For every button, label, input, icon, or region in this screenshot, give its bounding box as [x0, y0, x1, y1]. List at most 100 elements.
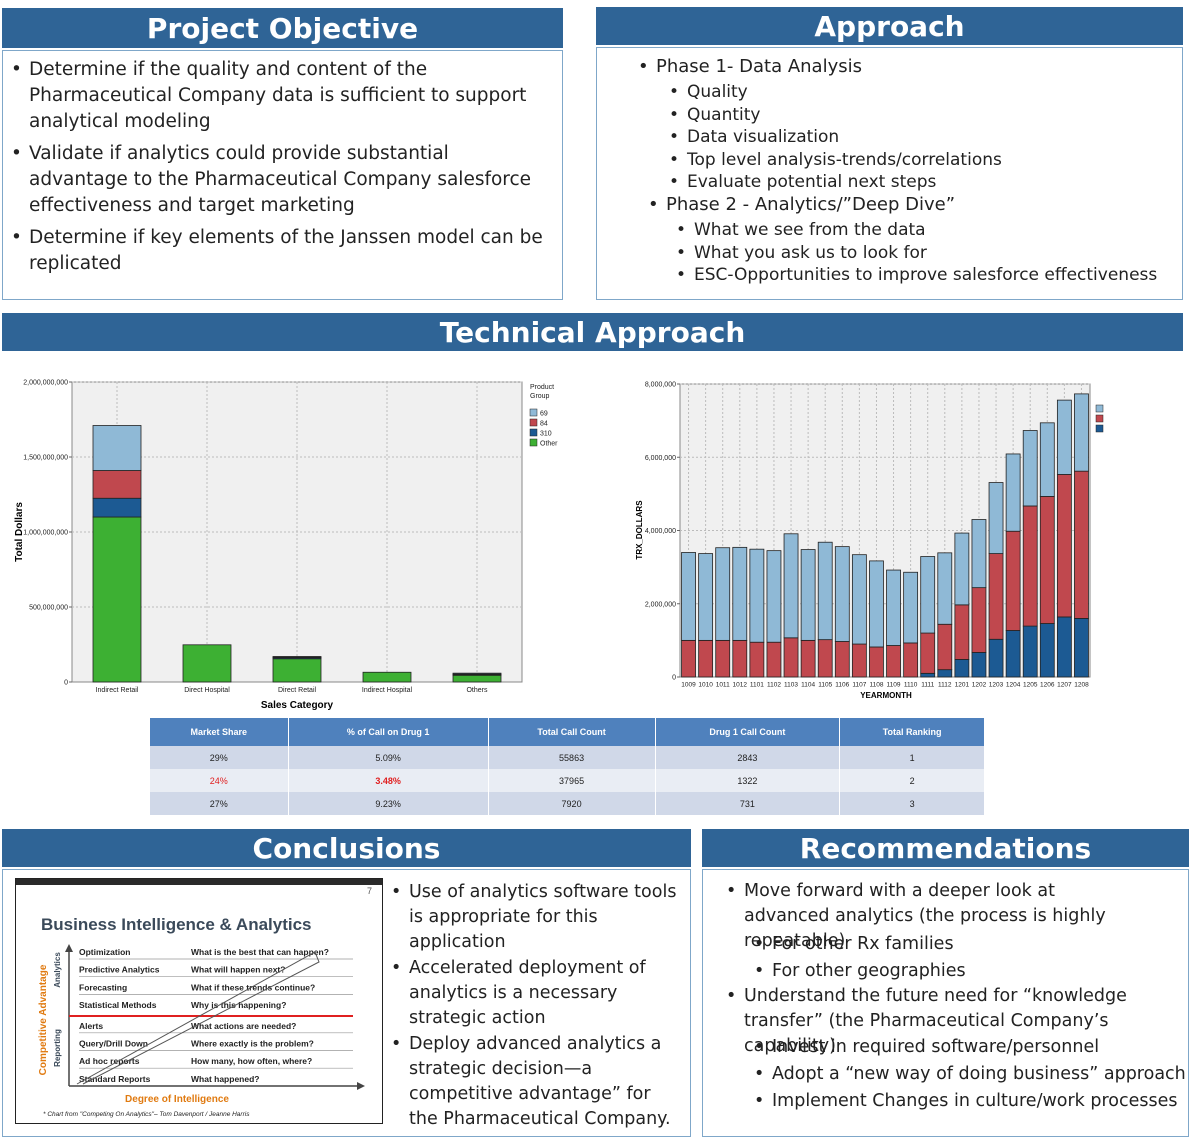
x-tick-label: 1108 — [869, 682, 883, 689]
bar-segment — [1074, 393, 1089, 472]
bar-segment — [903, 571, 919, 644]
table-cell: 1 — [839, 746, 985, 769]
bar-segment — [92, 425, 142, 471]
bar-segment — [920, 632, 936, 674]
bar-segment — [766, 550, 782, 643]
bar-segment — [886, 645, 901, 678]
bi-row-label: Predictive Analytics — [79, 965, 160, 975]
legend-swatch — [529, 428, 538, 437]
bar-segment — [988, 638, 1004, 678]
bar-segment — [681, 552, 696, 641]
legend-swatch — [1095, 424, 1104, 433]
phase2-item: What you ask us to look for — [676, 242, 1157, 265]
bi-y-reporting-label: Reporting — [53, 1029, 62, 1067]
bar-segment — [903, 642, 919, 678]
sales-category-chart: 0 500,000,000 1,000,000,000 1,500,000,000 2,… — [14, 380, 558, 711]
trx-dollars-chart: 0 2,000,000 4,000,000 6,000,000 8,000,000 10… — [635, 382, 1104, 700]
bi-slide-page-number: 7 — [367, 886, 372, 896]
bi-y-analytics-label: Analytics — [53, 952, 62, 988]
x-tick-label: 1011 — [716, 682, 730, 689]
x-tick-label: 1110 — [904, 682, 918, 689]
table-cell: 29% — [150, 746, 289, 769]
legend-entry: 69 — [540, 411, 548, 418]
project-objective-header: Project Objective — [2, 8, 563, 48]
bar-segment — [1039, 422, 1055, 497]
legend-entry: 84 — [540, 421, 548, 428]
x-tick-label: 1103 — [784, 682, 798, 689]
recommendation-subitem: Invest in required software/personnel — [754, 1034, 1186, 1061]
approach-phase2: Phase 2 - Analytics/”Deep Dive” — [648, 194, 955, 215]
x-tick-label: 1106 — [835, 682, 849, 689]
bar-segment — [362, 671, 412, 683]
technical-approach-header: Technical Approach — [2, 313, 1183, 351]
table-cell: 2 — [839, 769, 985, 792]
bi-row-question: How many, how often, where? — [191, 1056, 312, 1066]
chart1-xlabel: Sales Category — [261, 700, 334, 710]
phase1-item: Data visualization — [669, 126, 1002, 149]
x-tick-label: Indirect Hospital — [362, 687, 413, 694]
bar-segment — [681, 639, 696, 678]
approach-phase1: Phase 1- Data Analysis — [638, 56, 862, 77]
conclusions-box: 7 Business Intelligence & Analytics Opti… — [2, 869, 691, 1137]
x-tick-label: 1105 — [818, 682, 832, 689]
bar-segment — [715, 547, 731, 641]
bi-row-label: Query/Drill Down — [79, 1039, 148, 1049]
bar-segment — [937, 669, 953, 678]
table-header-cell: Drug 1 Call Count — [655, 718, 841, 746]
bi-row-question: What if these trends continue? — [191, 982, 315, 992]
bar-segment — [272, 656, 322, 658]
bi-row-question: What happened? — [191, 1074, 259, 1084]
table-cell: 1322 — [655, 769, 841, 792]
bar-segment — [869, 646, 884, 678]
approach-header: Approach — [596, 7, 1183, 45]
bar-segment — [452, 674, 502, 683]
bar-segment — [92, 470, 142, 499]
table-cell: 3.48% — [288, 769, 489, 792]
x-tick-label: 1208 — [1074, 682, 1089, 689]
table-row: 24% 3.48% 37965 1322 2 — [150, 769, 985, 792]
bar-segment — [988, 482, 1004, 554]
x-tick-label: 1202 — [972, 682, 987, 689]
conclusion-bullet: Deploy advanced analytics a strategic de… — [391, 1032, 681, 1132]
table-cell: 27% — [150, 792, 289, 815]
bar-segment — [954, 659, 970, 678]
objective-bullet: Determine if the quality and content of … — [11, 57, 552, 135]
legend-entry: Other — [540, 441, 558, 448]
x-tick-label: 1104 — [801, 682, 815, 689]
bar-segment — [1022, 505, 1038, 627]
table-cell: 55863 — [488, 746, 656, 769]
bi-row-question: What will happen next? — [191, 965, 285, 975]
bar-segment — [92, 497, 142, 518]
bar-segment — [182, 644, 232, 683]
table-cell: 9.23% — [288, 792, 489, 815]
bi-row-label: Optimization — [79, 947, 130, 957]
y-tick-label: 0 — [672, 675, 676, 682]
bar-segment — [766, 641, 782, 678]
bar-segment — [732, 639, 748, 678]
bar-segment — [749, 641, 765, 678]
bar-segment — [851, 554, 867, 645]
bar-segment — [954, 532, 970, 606]
chart1-ylabel: Total Dollars — [14, 502, 25, 562]
table-header-cell: Total Ranking — [839, 718, 985, 746]
bi-slide-title: Business Intelligence & Analytics — [41, 915, 312, 934]
bi-row-label: Forecasting — [79, 982, 127, 992]
x-tick-label: 1203 — [989, 682, 1004, 689]
recommendations-box: Move forward with a deeper look at advan… — [702, 869, 1189, 1137]
bi-row-question: What is the best that can happen? — [191, 947, 329, 957]
project-objective-box: Determine if the quality and content of … — [2, 50, 563, 300]
bar-segment — [783, 637, 799, 678]
phase1-item: Quantity — [669, 104, 1002, 127]
y-tick-label: 500,000,000 — [29, 605, 68, 612]
x-tick-label: 1101 — [750, 682, 764, 689]
bar-segment — [800, 549, 816, 641]
bi-y-axis-label: Competitive Advantage — [38, 964, 49, 1075]
bar-segment — [1056, 399, 1072, 475]
bar-segment — [869, 560, 884, 648]
bar-segment — [1039, 623, 1055, 678]
x-tick-label: 1009 — [681, 682, 696, 689]
x-tick-label: 1012 — [733, 682, 748, 689]
objective-bullet: Determine if key elements of the Janssen… — [11, 225, 552, 277]
y-tick-label: 2,000,000 — [645, 601, 676, 608]
x-tick-label: 1107 — [852, 682, 866, 689]
